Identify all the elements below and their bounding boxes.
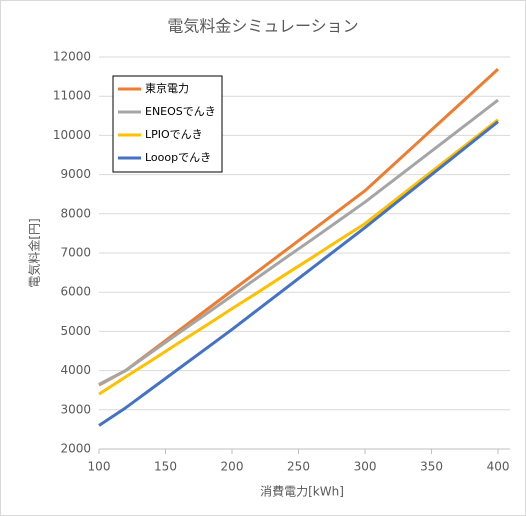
y-tick-label: 11000 [53,89,91,103]
y-axis-label: 電気料金[円] [27,218,42,287]
legend-box [112,75,223,173]
y-tick-label: 7000 [60,246,91,260]
y-tick-label: 2000 [60,442,91,456]
y-tick-label: 8000 [60,206,91,220]
x-tick-label: 150 [154,460,177,474]
y-tick-label: 9000 [60,167,91,181]
series-line [98,118,499,396]
x-tick-label: 250 [287,460,310,474]
y-tick-label: 6000 [60,285,91,299]
series-line [98,98,499,386]
legend-label: ENEOSでんき [145,105,216,118]
y-tick-label: 5000 [60,324,91,338]
series-line [98,120,499,427]
x-axis-label: 消費電力[kWh] [260,484,344,499]
legend-label: Looopでんき [145,151,211,164]
x-tick-label: 350 [420,460,443,474]
x-tick-label: 300 [354,460,377,474]
y-tick-label: 3000 [60,402,91,416]
legend-label: LPIOでんき [145,128,203,141]
x-tick-label: 100 [88,460,111,474]
legend-label: 東京電力 [145,81,189,95]
y-tick-label: 12000 [53,50,91,64]
x-tick-label: 200 [221,460,244,474]
chart-title: 電気料金シミュレーション [167,17,358,36]
y-tick-label: 4000 [60,363,91,377]
y-tick-label: 10000 [53,128,91,142]
x-tick-label: 400 [487,460,510,474]
